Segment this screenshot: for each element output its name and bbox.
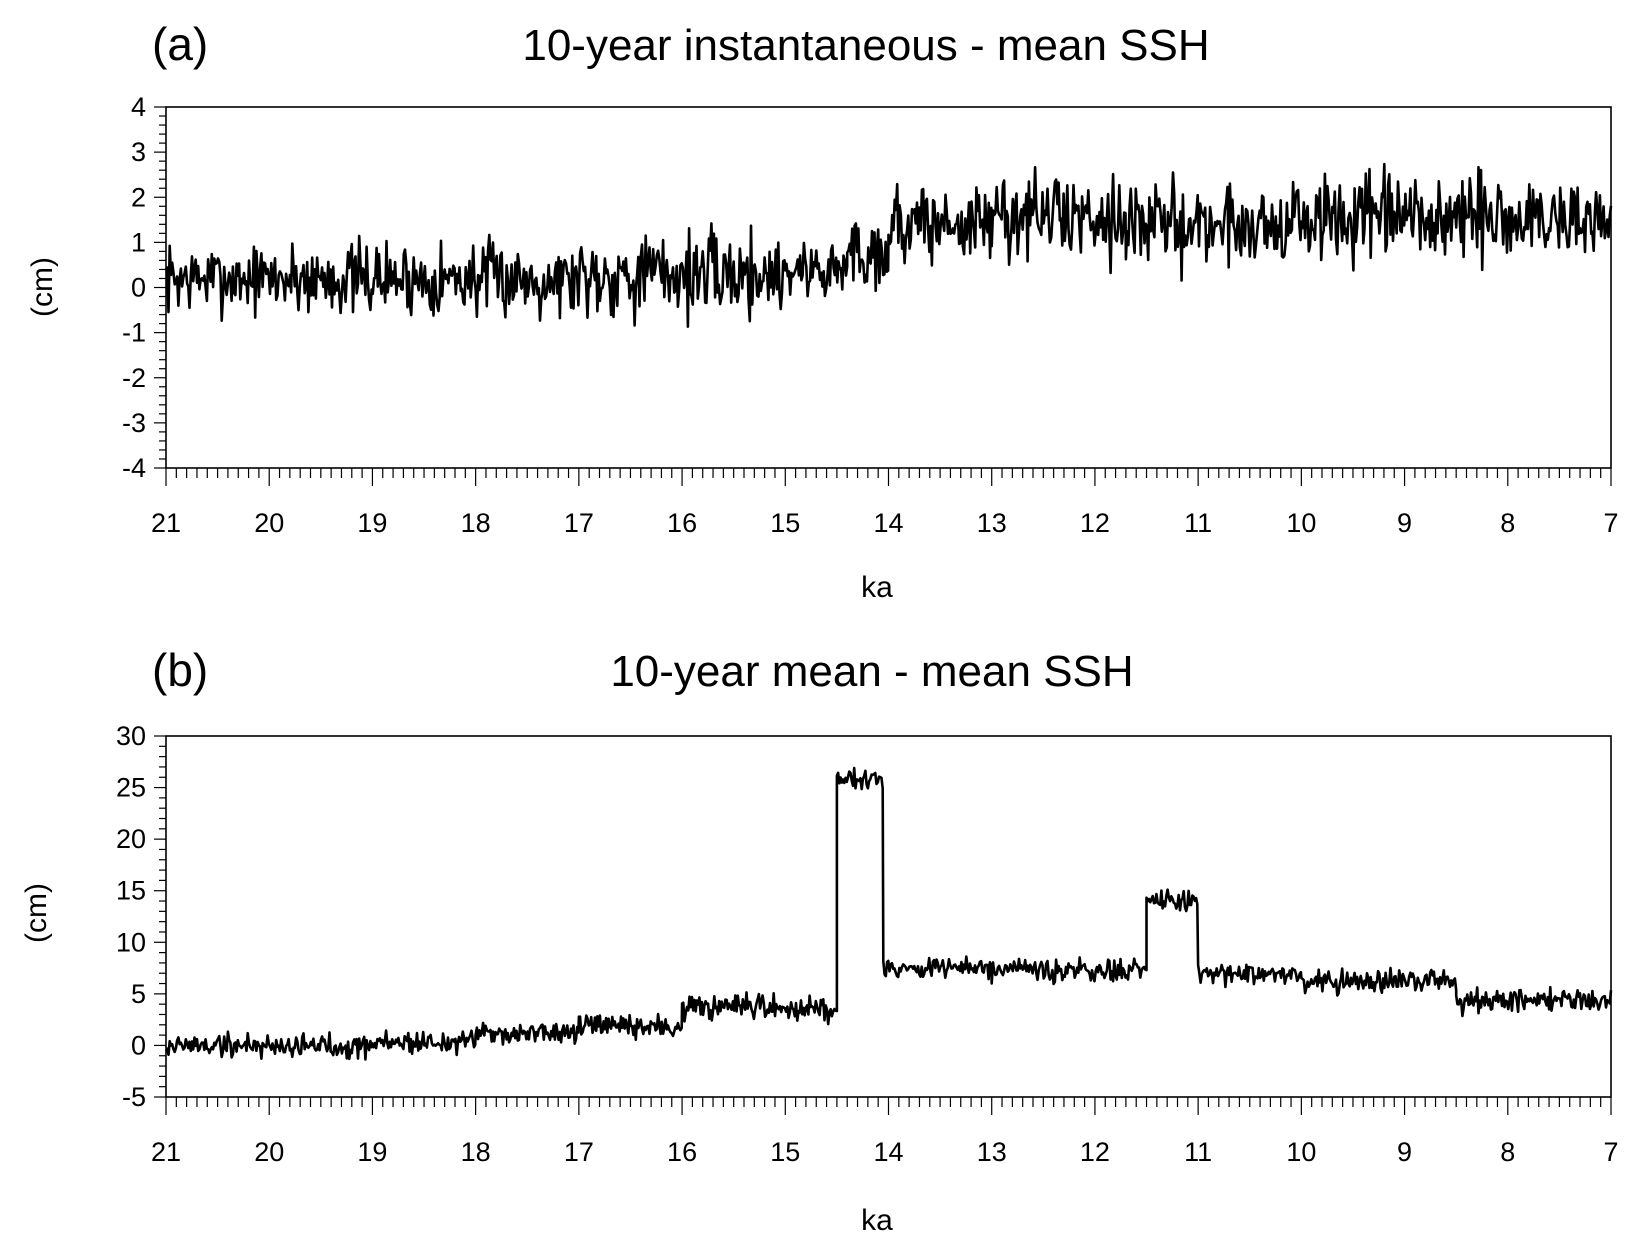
x-tick-label: 15	[770, 508, 800, 538]
x-tick-label: 12	[1080, 508, 1110, 538]
panel-b-title: 10-year mean - mean SSH	[610, 647, 1133, 696]
x-tick-label: 13	[977, 508, 1007, 538]
y-tick-label: -2	[122, 363, 146, 393]
y-tick-label: 10	[116, 927, 146, 957]
x-tick-label: 7	[1603, 508, 1618, 538]
x-tick-label: 17	[564, 1137, 594, 1167]
y-tick-label: -5	[122, 1082, 146, 1112]
x-tick-label: 21	[151, 1137, 181, 1167]
panel-a-xlabel: ka	[861, 571, 893, 604]
x-tick-label: 18	[461, 1137, 491, 1167]
panel-a-series-line	[164, 162, 1613, 328]
x-tick-label: 10	[1286, 508, 1316, 538]
panel-b-letter: (b)	[152, 644, 208, 696]
panel-b-series-line	[164, 766, 1613, 1061]
x-tick-label: 18	[461, 508, 491, 538]
x-tick-label: 10	[1286, 1137, 1316, 1167]
y-tick-label: 4	[131, 92, 146, 122]
x-tick-label: 9	[1397, 508, 1412, 538]
y-tick-label: 25	[116, 773, 146, 803]
panel-a-ylabel: (cm)	[26, 257, 59, 317]
panel-a-y-axis: -4 -3 -2 -1 0 1 2 3 4	[122, 92, 166, 483]
x-tick-label: 19	[357, 508, 387, 538]
x-tick-label: 11	[1184, 508, 1212, 538]
x-tick-label: 7	[1603, 1137, 1618, 1167]
x-tick-label: 8	[1500, 508, 1515, 538]
panel-b-y-axis: -5 0 5 10 15 20 25 30	[116, 721, 166, 1112]
panel-a-title: 10-year instantaneous - mean SSH	[522, 21, 1209, 70]
x-tick-label: 14	[873, 508, 903, 538]
x-tick-label: 15	[770, 1137, 800, 1167]
x-tick-label: 16	[667, 1137, 697, 1167]
panel-a-frame	[165, 106, 1612, 469]
x-tick-label: 20	[254, 508, 284, 538]
x-tick-label: 20	[254, 1137, 284, 1167]
y-tick-label: 30	[116, 721, 146, 751]
x-tick-label: 17	[564, 508, 594, 538]
panel-a: (a) 10-year instantaneous - mean SSH (cm…	[26, 18, 1619, 604]
x-tick-label: 16	[667, 508, 697, 538]
x-tick-label: 13	[977, 1137, 1007, 1167]
y-tick-label: 5	[131, 979, 146, 1009]
y-tick-label: 0	[131, 1030, 146, 1060]
panel-a-x-axis: 21 20 19 18 17 16 15 14 13 12 11 10 9 8 7	[151, 468, 1619, 538]
y-tick-label: 3	[131, 137, 146, 167]
panel-b: (b) 10-year mean - mean SSH (cm) ka -5 0 5…	[20, 644, 1619, 1237]
x-tick-label: 12	[1080, 1137, 1110, 1167]
x-tick-label: 21	[151, 508, 181, 538]
y-tick-label: 1	[131, 227, 146, 257]
x-tick-label: 11	[1184, 1137, 1212, 1167]
panel-a-letter: (a)	[152, 18, 208, 70]
panel-b-x-axis: 21 20 19 18 17 16 15 14 13 12 11 10 9 8 7	[151, 1097, 1619, 1167]
x-tick-label: 14	[873, 1137, 903, 1167]
y-tick-label: 2	[131, 182, 146, 212]
y-tick-label: -1	[122, 318, 146, 348]
y-tick-label: 20	[116, 824, 146, 854]
y-tick-label: 15	[116, 876, 146, 906]
panel-b-xlabel: ka	[861, 1204, 893, 1237]
panel-b-frame	[165, 735, 1612, 1098]
y-tick-label: -3	[122, 408, 146, 438]
y-tick-label: 0	[131, 273, 146, 303]
x-tick-label: 9	[1397, 1137, 1412, 1167]
y-tick-label: -4	[122, 453, 146, 483]
x-tick-label: 19	[357, 1137, 387, 1167]
x-tick-label: 8	[1500, 1137, 1515, 1167]
panel-b-ylabel: (cm)	[20, 883, 53, 943]
